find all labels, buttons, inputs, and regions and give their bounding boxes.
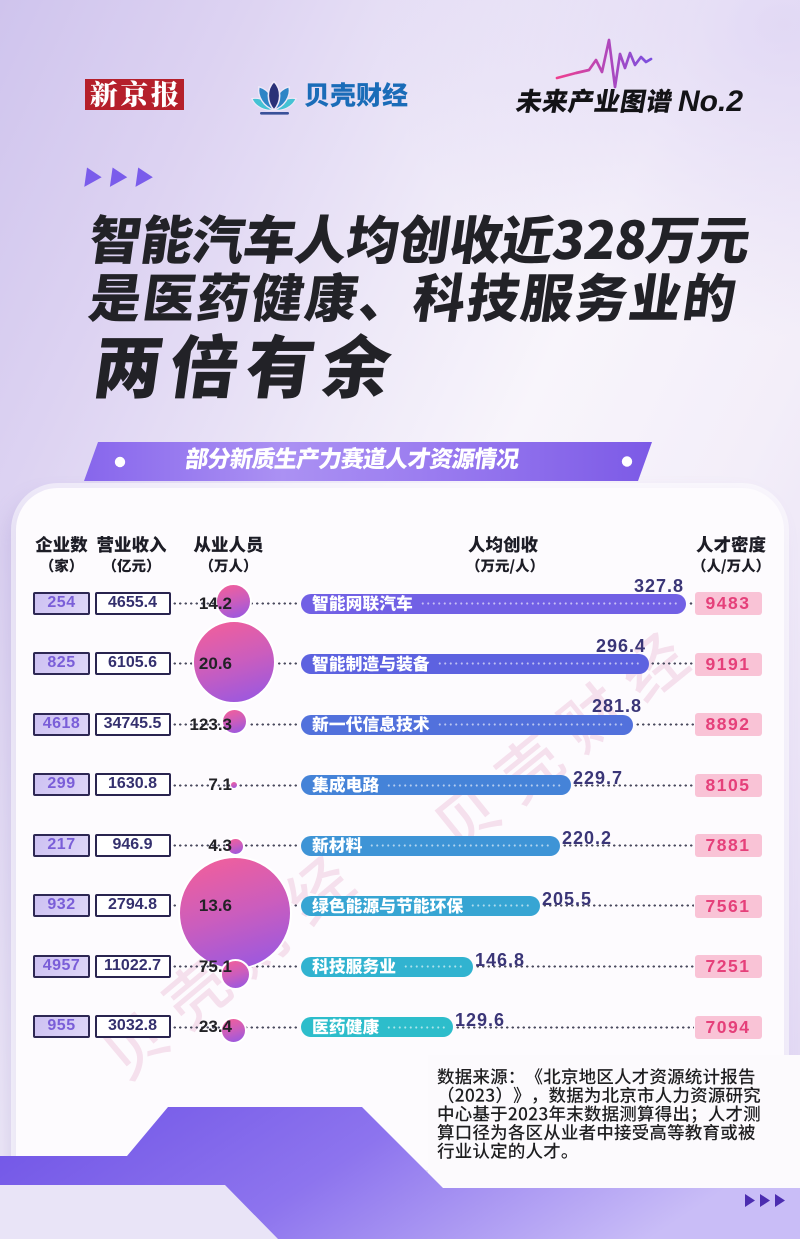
svg-text:No.2: No.2 (678, 85, 743, 118)
